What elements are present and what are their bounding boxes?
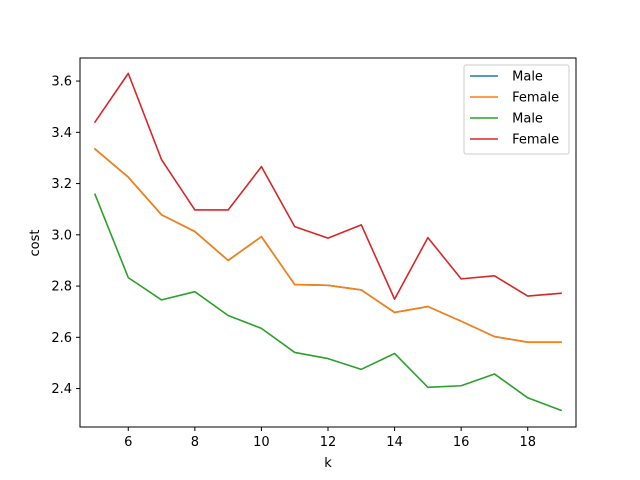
y-tick-label: 2.6 [51,331,72,346]
y-tick-label: 3.0 [51,228,72,243]
x-tick-label: 18 [519,435,536,450]
y-tick-label: 3.4 [51,126,72,141]
x-tick-label: 14 [386,435,403,450]
series-line-4 [93,72,562,300]
series-line-2 [93,147,562,343]
x-tick-label: 12 [320,435,337,450]
x-axis-label: k [324,456,332,471]
legend-label-4: Female [508,133,559,148]
legend-box [463,64,570,155]
legend-label-2: Female [508,91,559,106]
x-tick-label: 10 [253,435,270,450]
legend-label-1: Male [508,70,543,85]
axes-frame [79,57,577,428]
axis-ticks: 6 8 10 12 14 16 18 2.4 2.6 2.8 3.0 3.2 3.4 3.6 [51,75,536,450]
y-tick-label: 2.8 [51,280,72,295]
x-tick-label: 6 [124,435,132,450]
series-line-3 [93,193,563,412]
y-tick-label: 3.2 [51,177,72,192]
data-series [93,72,563,412]
y-axis-label: cost [28,230,43,257]
y-tick-label: 3.6 [51,75,72,90]
x-tick-label: 8 [191,435,199,450]
y-tick-label: 2.4 [51,382,72,397]
x-tick-label: 16 [453,435,470,450]
legend: Male Female Male Female [463,64,570,155]
legend-label-3: Male [508,112,543,127]
